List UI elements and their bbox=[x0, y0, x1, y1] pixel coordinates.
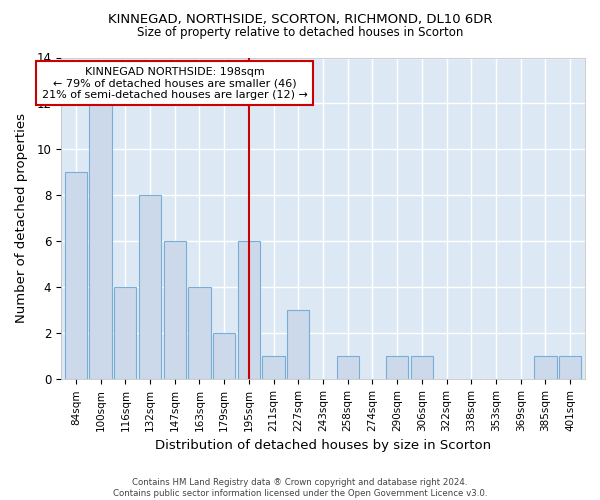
Bar bbox=[139, 196, 161, 380]
Bar bbox=[287, 310, 310, 380]
Bar bbox=[65, 172, 87, 380]
Bar bbox=[164, 242, 186, 380]
Text: KINNEGAD, NORTHSIDE, SCORTON, RICHMOND, DL10 6DR: KINNEGAD, NORTHSIDE, SCORTON, RICHMOND, … bbox=[108, 12, 492, 26]
Bar bbox=[559, 356, 581, 380]
Bar bbox=[188, 288, 211, 380]
Bar bbox=[386, 356, 408, 380]
X-axis label: Distribution of detached houses by size in Scorton: Distribution of detached houses by size … bbox=[155, 440, 491, 452]
Bar bbox=[337, 356, 359, 380]
Bar bbox=[238, 242, 260, 380]
Bar bbox=[535, 356, 557, 380]
Bar bbox=[114, 288, 136, 380]
Text: Size of property relative to detached houses in Scorton: Size of property relative to detached ho… bbox=[137, 26, 463, 39]
Text: Contains HM Land Registry data ® Crown copyright and database right 2024.
Contai: Contains HM Land Registry data ® Crown c… bbox=[113, 478, 487, 498]
Bar bbox=[262, 356, 285, 380]
Bar bbox=[213, 334, 235, 380]
Text: KINNEGAD NORTHSIDE: 198sqm
← 79% of detached houses are smaller (46)
21% of semi: KINNEGAD NORTHSIDE: 198sqm ← 79% of deta… bbox=[42, 66, 308, 100]
Bar bbox=[89, 104, 112, 380]
Y-axis label: Number of detached properties: Number of detached properties bbox=[15, 114, 28, 324]
Bar bbox=[411, 356, 433, 380]
